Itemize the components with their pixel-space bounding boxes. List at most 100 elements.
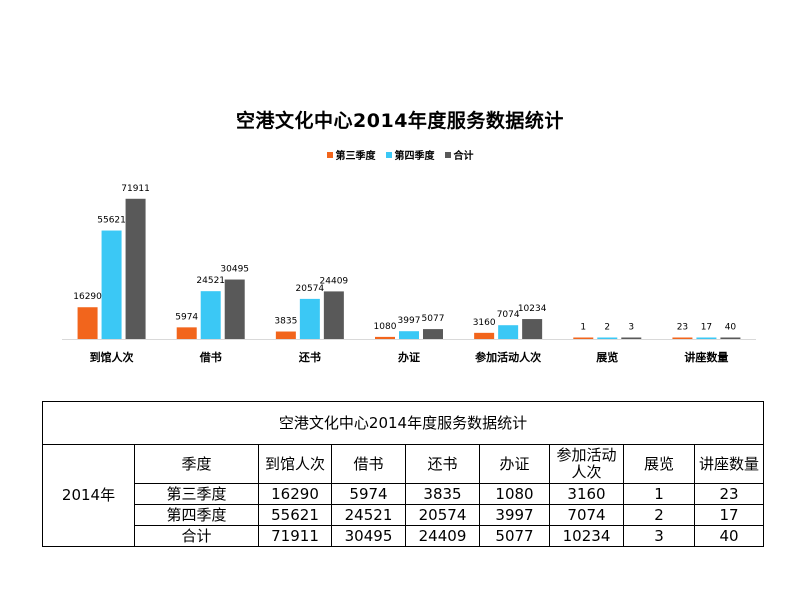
- data-label: 71911: [121, 184, 150, 194]
- table-title: 空港文化中心2014年度服务数据统计: [42, 401, 764, 445]
- x-tick-label: 办证: [398, 350, 420, 364]
- header-cell: 季度: [134, 444, 259, 484]
- data-label: 30495: [220, 265, 249, 275]
- bar: [720, 337, 741, 339]
- data-label: 20574: [296, 284, 325, 294]
- data-label: 40: [725, 323, 737, 333]
- bar: [696, 337, 717, 339]
- table-cell: 55621: [258, 504, 332, 526]
- x-tick-label: 参加活动人次: [475, 350, 541, 364]
- data-label: 23: [677, 323, 688, 333]
- table-cell: 20574: [405, 504, 480, 526]
- data-label: 3160: [473, 318, 496, 328]
- data-label: 16290: [73, 292, 102, 302]
- table-cell: 3: [623, 525, 695, 547]
- header-cell: 还书: [405, 444, 480, 484]
- table-row: 合计 71911 30495 24409 5077 10234 3 40: [43, 525, 764, 547]
- bar: [597, 337, 618, 339]
- table-cell: 3835: [405, 483, 480, 505]
- table-cell: 2: [623, 504, 695, 526]
- bar: [200, 291, 221, 339]
- bar: [299, 298, 320, 339]
- x-tick-label: 到馆人次: [90, 350, 134, 364]
- header-cell: 到馆人次: [258, 444, 332, 484]
- data-label: 1080: [374, 322, 397, 332]
- data-label: 3835: [274, 317, 297, 327]
- table-cell: 71911: [258, 525, 332, 547]
- bar: [621, 337, 642, 339]
- table-cell: 第四季度: [134, 504, 259, 526]
- x-tick-label: 展览: [595, 350, 618, 364]
- data-label: 3997: [398, 316, 421, 326]
- x-tick-label: 讲座数量: [684, 350, 728, 364]
- bar: [399, 331, 419, 339]
- bar: [423, 329, 443, 339]
- legend-swatch-total: [444, 151, 451, 158]
- header-cell: 展览: [623, 444, 695, 484]
- bar: [125, 198, 146, 339]
- data-label: 10234: [518, 304, 547, 314]
- table-cell: 5077: [479, 525, 550, 547]
- data-label: 55621: [97, 216, 126, 226]
- table-cell: 10234: [549, 525, 624, 547]
- bar: [672, 337, 693, 339]
- data-label: 17: [701, 323, 712, 333]
- bar: [323, 291, 344, 339]
- x-tick-label: 借书: [199, 350, 222, 364]
- legend-label-q3: 第三季度: [335, 151, 376, 162]
- chart-title: 空港文化中心2014年度服务数据统计: [236, 110, 564, 132]
- header-cell: 讲座数量: [694, 444, 764, 484]
- data-label: 2: [604, 323, 610, 333]
- bar: [77, 307, 98, 339]
- table-cell: 16290: [258, 483, 332, 505]
- table-cell: 24521: [331, 504, 406, 526]
- table-cell: 合计: [134, 525, 259, 547]
- header-cell: 借书: [331, 444, 406, 484]
- data-label: 3: [628, 323, 634, 333]
- header-cell: 办证: [479, 444, 550, 484]
- legend-label-q4: 第四季度: [394, 151, 435, 162]
- table-cell: 第三季度: [134, 483, 259, 505]
- table-cell: 17: [694, 504, 764, 526]
- x-tick-label: 还书: [298, 350, 321, 364]
- header-cell: 参加活动人次: [549, 444, 624, 484]
- table-cell: 3160: [549, 483, 624, 505]
- table-cell: 5974: [331, 483, 406, 505]
- legend-swatch-q3: [326, 151, 333, 158]
- table-cell: 30495: [331, 525, 406, 547]
- bar: [101, 230, 122, 339]
- legend-item-total: 合计: [444, 147, 474, 162]
- table-cell: 23: [694, 483, 764, 505]
- year-cell: 2014年: [42, 444, 135, 547]
- chart-legend: 第三季度 第四季度 合计: [0, 147, 800, 162]
- legend-item-q4: 第四季度: [385, 147, 435, 162]
- table-cell: 1: [623, 483, 695, 505]
- table-cell: 1080: [479, 483, 550, 505]
- bar: [275, 331, 296, 339]
- legend-item-q3: 第三季度: [326, 147, 376, 162]
- table-row: 第四季度 55621 24521 20574 3997 7074 2 17: [43, 504, 764, 526]
- bar: [176, 327, 197, 339]
- data-label: 24521: [196, 276, 225, 286]
- bar: [573, 337, 594, 339]
- legend-label-total: 合计: [453, 151, 474, 162]
- data-label: 24409: [320, 276, 349, 286]
- bar: [498, 325, 519, 339]
- data-label: 1: [580, 323, 586, 333]
- data-table: 空港文化中心2014年度服务数据统计 2014年 季度 到馆人次 借书 还书 办…: [42, 401, 764, 547]
- table-cell: 24409: [405, 525, 480, 547]
- bar: [522, 319, 543, 339]
- legend-swatch-q4: [385, 151, 392, 158]
- bar: [224, 279, 245, 339]
- table-cell: 7074: [549, 504, 624, 526]
- data-label: 7074: [497, 310, 520, 320]
- bar: [375, 336, 395, 339]
- table-cell: 3997: [479, 504, 550, 526]
- table-cell: 40: [694, 525, 764, 547]
- table-header-row: 2014年 季度 到馆人次 借书 还书 办证 参加活动人次 展览 讲座数量: [42, 444, 764, 547]
- data-label: 5974: [175, 312, 198, 322]
- data-label: 5077: [422, 314, 445, 324]
- table-row: 第三季度 16290 5974 3835 1080 3160 1 23: [43, 483, 764, 505]
- bar: [474, 332, 495, 339]
